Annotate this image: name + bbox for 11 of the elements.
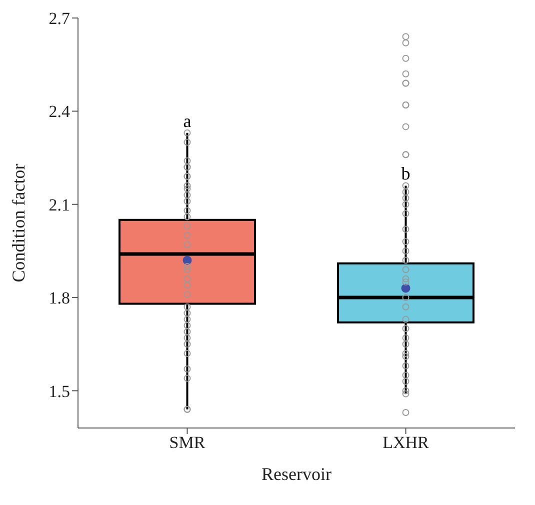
- y-axis-title: Condition factor: [8, 164, 28, 282]
- x-tick-label: SMR: [169, 433, 206, 452]
- annotation: b: [401, 164, 410, 184]
- annotation: a: [183, 110, 192, 131]
- y-tick-label: 1.8: [48, 288, 70, 308]
- y-tick-label: 2.4: [48, 102, 70, 122]
- x-tick-label: LXHR: [382, 433, 430, 452]
- y-tick-label: 2.1: [48, 195, 70, 214]
- y-tick-label: 1.5: [48, 382, 70, 401]
- y-tick-label: 2.7: [48, 9, 70, 28]
- x-axis-title: Reservoir: [262, 464, 332, 484]
